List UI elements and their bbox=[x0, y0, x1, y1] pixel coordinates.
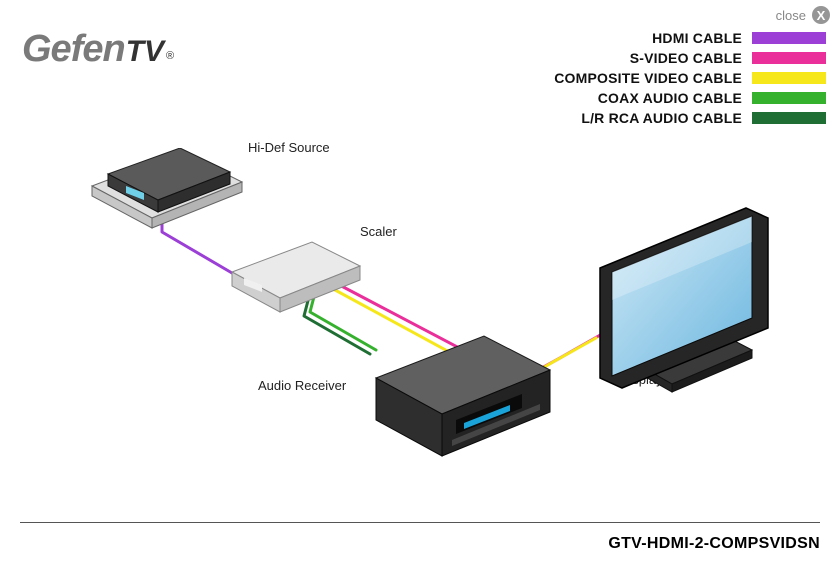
logo-registered: ® bbox=[166, 50, 174, 62]
receiver-label: Audio Receiver bbox=[258, 378, 346, 393]
legend-row: L/R RCA AUDIO CABLE bbox=[554, 108, 826, 128]
legend-label: S-VIDEO CABLE bbox=[630, 50, 742, 66]
legend-label: COAX AUDIO CABLE bbox=[598, 90, 742, 106]
source-label: Hi-Def Source bbox=[248, 140, 330, 155]
legend-label: COMPOSITE VIDEO CABLE bbox=[554, 70, 742, 86]
legend-label: HDMI CABLE bbox=[652, 30, 742, 46]
logo-main: Gefen bbox=[22, 28, 125, 71]
legend-swatch bbox=[752, 92, 826, 104]
receiver-device bbox=[352, 328, 562, 478]
legend-swatch bbox=[752, 52, 826, 64]
legend-label: L/R RCA AUDIO CABLE bbox=[581, 110, 742, 126]
logo-sub: TV bbox=[126, 35, 164, 69]
close-icon: X bbox=[812, 6, 830, 24]
cable-legend: HDMI CABLE S-VIDEO CABLE COMPOSITE VIDEO… bbox=[554, 28, 826, 128]
close-button[interactable]: close X bbox=[776, 6, 830, 24]
legend-row: COAX AUDIO CABLE bbox=[554, 88, 826, 108]
product-code: GTV-HDMI-2-COMPSVIDSN bbox=[608, 535, 820, 553]
close-label: close bbox=[776, 8, 806, 23]
legend-swatch bbox=[752, 32, 826, 44]
scaler-device bbox=[216, 238, 376, 328]
display-device bbox=[556, 190, 796, 410]
scaler-label: Scaler bbox=[360, 224, 397, 239]
legend-row: S-VIDEO CABLE bbox=[554, 48, 826, 68]
footer-divider bbox=[20, 522, 820, 523]
legend-swatch bbox=[752, 112, 826, 124]
legend-row: COMPOSITE VIDEO CABLE bbox=[554, 68, 826, 88]
legend-swatch bbox=[752, 72, 826, 84]
brand-logo: Gefen TV ® bbox=[22, 28, 174, 71]
legend-row: HDMI CABLE bbox=[554, 28, 826, 48]
